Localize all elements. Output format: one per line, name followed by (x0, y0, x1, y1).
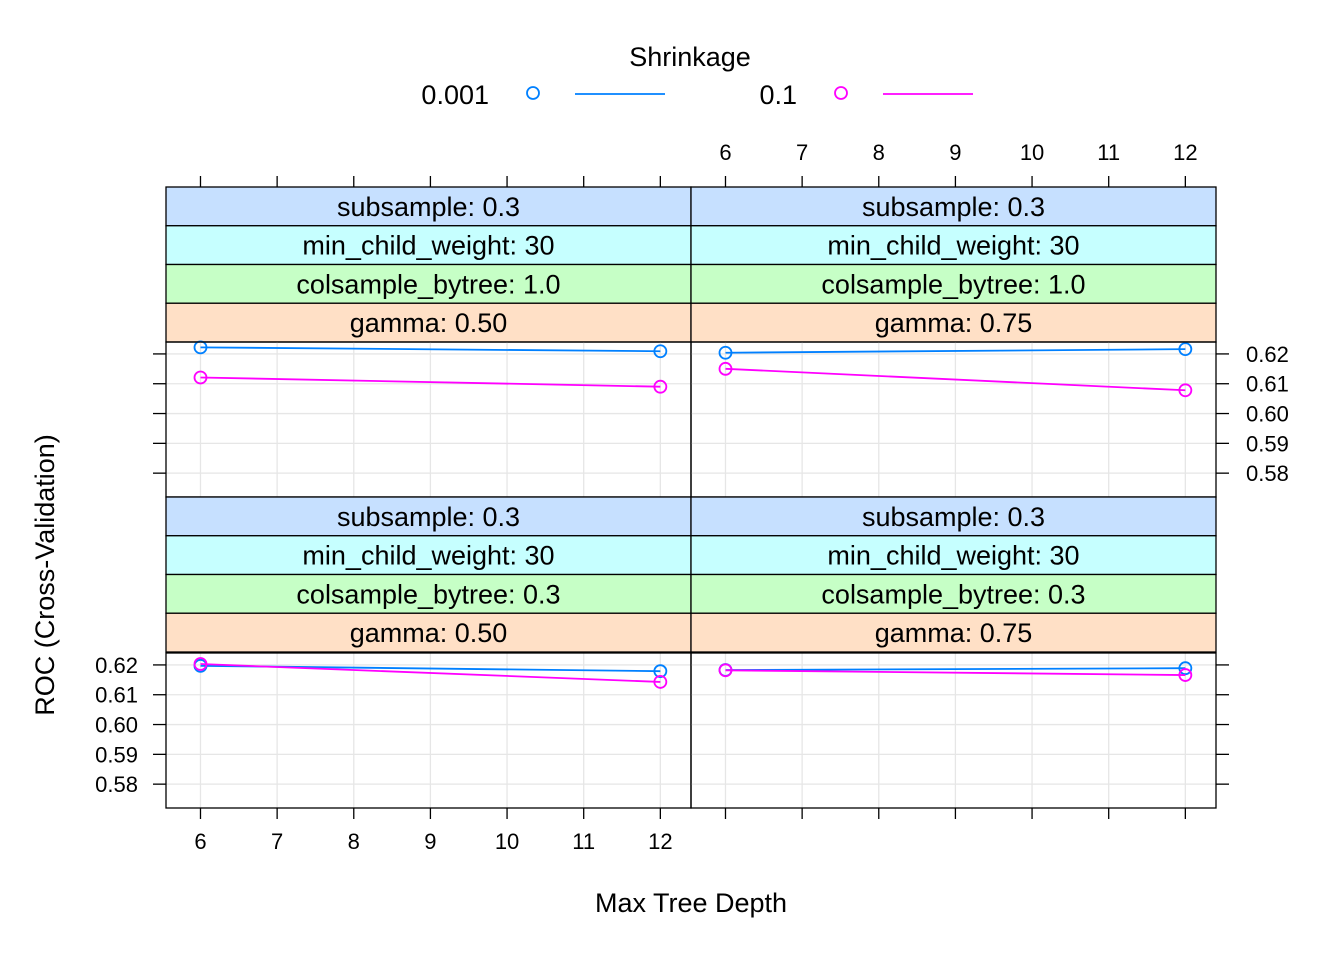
panels-layer: subsample: 0.3 min_child_weight: 30 colsam… (165, 186, 1217, 809)
axes-layer: 6 7 8 9 10 11 12 6 7 8 9 10 11 12 0.58 0.59 0.60 0.61 0.62… (95, 140, 1289, 854)
strip-min-child-weight (690, 535, 1217, 576)
strip-colsample-bytree-label: colsample_bytree: 0.3 (821, 579, 1085, 609)
x-tick-label: 7 (796, 140, 808, 165)
x-tick-label: 9 (424, 829, 436, 854)
series-line-0_1 (725, 669, 1186, 676)
legend-marker-01 (834, 86, 848, 100)
y-tick-label: 0.58 (1246, 461, 1289, 486)
data-point-0_1 (1178, 383, 1193, 398)
y-tick-label: 0.62 (1246, 342, 1289, 367)
y-tick-label: 0.58 (95, 772, 138, 797)
series-line-0_1 (200, 376, 661, 388)
strip-colsample-bytree (690, 573, 1217, 614)
y-tick-label: 0.61 (1246, 372, 1289, 397)
strip-subsample-label: subsample: 0.3 (862, 502, 1045, 532)
strip-subsample (690, 496, 1217, 537)
data-point-0_1 (193, 657, 208, 671)
strip-gamma-label: gamma: 0.75 (875, 308, 1033, 338)
strip-min-child-weight-label: min_child_weight: 30 (827, 541, 1079, 571)
x-tick-label: 9 (949, 140, 961, 165)
x-tick-label: 6 (719, 140, 731, 165)
x-tick-label: 8 (873, 140, 885, 165)
strip-gamma-label: gamma: 0.50 (350, 618, 508, 648)
x-tick-label: 11 (572, 829, 595, 854)
strip-gamma-label: gamma: 0.75 (875, 618, 1033, 648)
legend-marker-0001 (526, 86, 540, 100)
strip-subsample-label: subsample: 0.3 (337, 192, 520, 222)
strip-min-child-weight (165, 535, 692, 576)
strip-colsample-bytree (690, 263, 1217, 304)
x-tick-label: 7 (271, 829, 283, 854)
strip-gamma (165, 302, 692, 343)
panel-bottom-right: subsample: 0.3 min_child_weight: 30 colsam… (690, 496, 1217, 809)
x-tick-label: 10 (495, 829, 519, 854)
x-tick-label: 11 (1097, 140, 1120, 165)
strip-subsample (165, 496, 692, 537)
legend-title: Shrinkage (629, 42, 751, 72)
strip-min-child-weight (165, 225, 692, 266)
x-axis-label: Max Tree Depth (595, 888, 787, 918)
series-line-0_1 (725, 367, 1186, 392)
strip-colsample-bytree-label: colsample_bytree: 1.0 (296, 269, 560, 299)
panel-top-right: subsample: 0.3 min_child_weight: 30 colsam… (690, 186, 1217, 498)
y-tick-label: 0.59 (95, 742, 138, 767)
strip-colsample-bytree-label: colsample_bytree: 0.3 (296, 579, 560, 609)
strip-colsample-bytree (165, 573, 692, 614)
panel-frame (690, 652, 1217, 809)
strip-subsample (165, 186, 692, 227)
series-line-0_001 (725, 667, 1186, 671)
series-line-0_1 (200, 663, 661, 683)
strip-min-child-weight-label: min_child_weight: 30 (302, 541, 554, 571)
strip-min-child-weight (690, 225, 1217, 266)
data-point-0_001 (718, 345, 733, 360)
data-point-0_001 (653, 664, 668, 679)
data-point-0_1 (718, 663, 733, 678)
y-tick-label: 0.62 (95, 653, 138, 678)
data-point-0_001 (653, 344, 668, 359)
x-tick-label: 10 (1020, 140, 1044, 165)
legend-label-0001: 0.001 (421, 80, 489, 110)
panel-top-left: subsample: 0.3 min_child_weight: 30 colsam… (165, 186, 692, 498)
strip-min-child-weight-label: min_child_weight: 30 (827, 231, 1079, 261)
legend-label-01: 0.1 (759, 80, 797, 110)
y-tick-label: 0.60 (1246, 402, 1289, 427)
strip-colsample-bytree (165, 263, 692, 304)
y-tick-label: 0.61 (95, 683, 138, 708)
legend: Shrinkage 0.001 0.1 (421, 42, 973, 110)
strip-gamma (165, 612, 692, 653)
data-point-0_1 (193, 370, 208, 385)
strip-gamma (690, 612, 1217, 653)
strip-colsample-bytree-label: colsample_bytree: 1.0 (821, 269, 1085, 299)
strip-gamma-label: gamma: 0.50 (350, 308, 508, 338)
x-tick-label: 6 (194, 829, 206, 854)
strip-subsample (690, 186, 1217, 227)
y-tick-label: 0.59 (1246, 431, 1289, 456)
y-axis-label: ROC (Cross-Validation) (30, 434, 60, 716)
data-point-0_1 (718, 361, 733, 376)
data-point-0_001 (1178, 342, 1193, 357)
x-tick-label: 8 (348, 829, 360, 854)
y-tick-label: 0.60 (95, 713, 138, 738)
data-point-0_1 (1178, 668, 1193, 682)
x-tick-label: 12 (1173, 140, 1197, 165)
x-tick-label: 12 (648, 829, 672, 854)
strip-subsample-label: subsample: 0.3 (337, 502, 520, 532)
series-line-0_001 (725, 348, 1186, 354)
panel-bottom-left: subsample: 0.3 min_child_weight: 30 colsam… (165, 496, 692, 809)
strip-subsample-label: subsample: 0.3 (862, 192, 1045, 222)
data-point-0_1 (653, 675, 668, 689)
strip-gamma (690, 302, 1217, 343)
series-line-0_001 (200, 346, 661, 353)
data-point-0_1 (653, 379, 668, 394)
strip-min-child-weight-label: min_child_weight: 30 (302, 231, 554, 261)
